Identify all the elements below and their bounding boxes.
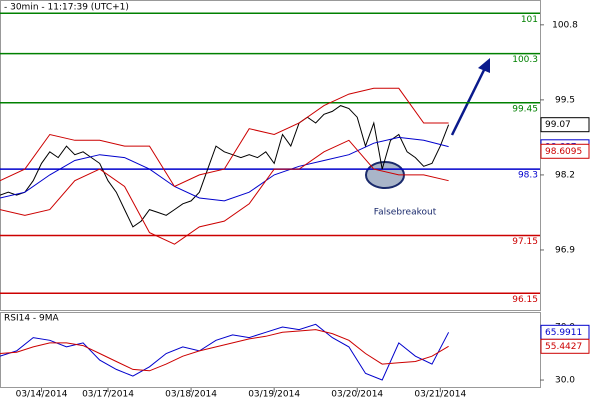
level-label: 100.3 — [512, 55, 538, 65]
arrow-head — [478, 58, 490, 73]
price-marker-label: 98.6095 — [545, 147, 582, 157]
series-line — [0, 139, 449, 245]
y-tick-label: 100.8 — [552, 20, 578, 30]
rsi-panel — [0, 312, 541, 388]
x-tick-label: 03/19/2014 — [248, 390, 300, 400]
price-marker-label: 55.4427 — [545, 342, 582, 352]
y-tick-label: 30.0 — [555, 376, 575, 386]
x-tick-label: 03/14/2014 — [16, 390, 68, 400]
series-line — [0, 329, 449, 372]
series-line — [0, 136, 449, 202]
y-tick-label: 98.2 — [555, 170, 575, 180]
price-marker — [540, 117, 590, 133]
arrow-shaft — [450, 67, 487, 136]
x-tick-label: 03/17/2014 — [82, 390, 134, 400]
price-panel — [0, 0, 541, 311]
x-tick-label: 03/18/2014 — [165, 390, 217, 400]
y-tick-label: 96.9 — [555, 245, 575, 255]
x-tick-label: 03/21/2014 — [414, 390, 466, 400]
level-label: 101 — [521, 15, 538, 25]
series-line — [0, 323, 450, 381]
level-label: 98.3 — [518, 171, 538, 181]
y-tick-label: 99.5 — [555, 95, 575, 105]
level-label: 97.15 — [512, 237, 538, 247]
series-line — [0, 105, 450, 228]
price-marker — [540, 143, 590, 159]
series-line — [0, 87, 449, 188]
annotation: Falsebreakout — [374, 208, 437, 218]
level-label: 99.45 — [512, 104, 538, 114]
price-marker-label: 99.07 — [545, 120, 571, 130]
price-marker-label: 65.9911 — [545, 328, 582, 338]
x-tick-label: 03/20/2014 — [331, 390, 383, 400]
chart-title: - 30min - 11:17:39 (UTC+1) — [4, 3, 129, 13]
price-marker — [540, 338, 590, 354]
rsi-title: RSI14 - 9MA — [4, 314, 60, 324]
level-label: 96.15 — [512, 295, 538, 305]
